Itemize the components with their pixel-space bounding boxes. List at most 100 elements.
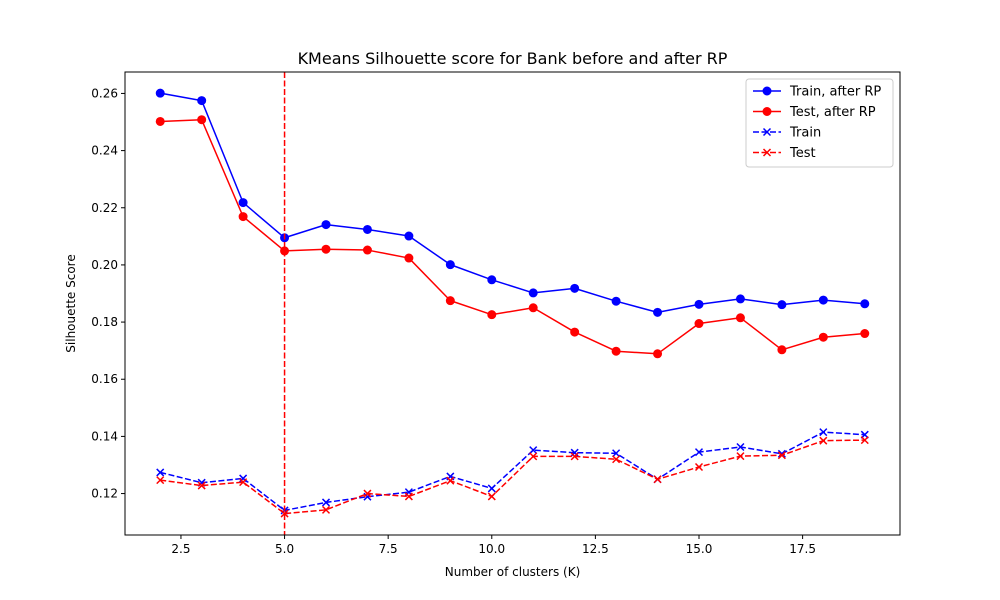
series-group [155, 72, 870, 535]
legend-label: Test [789, 146, 816, 161]
plot-frame [124, 71, 901, 536]
data-point [155, 88, 165, 98]
data-point [197, 115, 207, 125]
y-axis-label: Silhouette Score [64, 254, 78, 352]
y-tick-label: 0.24 [91, 144, 118, 158]
data-point [487, 275, 497, 285]
x-marker-stroke [694, 462, 704, 472]
data-point [238, 198, 248, 208]
x-marker-stroke [762, 127, 772, 137]
legend-box [745, 78, 894, 168]
data-point [612, 449, 621, 458]
data-point [819, 428, 828, 437]
series-line [160, 439, 865, 515]
x-tick-label: 7.5 [379, 542, 398, 556]
x-marker-stroke [819, 436, 828, 445]
data-point [777, 449, 786, 458]
data-point [777, 451, 786, 460]
series-line [160, 92, 865, 314]
data-point [404, 231, 414, 241]
data-point [363, 489, 372, 498]
data-point [818, 332, 828, 342]
x-marker-stroke [487, 492, 496, 501]
chart-title: KMeans Silhouette score for Bank before … [298, 49, 728, 68]
x-marker-stroke [156, 468, 165, 477]
x-axis-label: Number of clusters (K) [445, 565, 581, 579]
data-point [528, 288, 538, 298]
data-point [529, 452, 538, 461]
x-marker-stroke [280, 509, 289, 518]
series-test [156, 436, 869, 518]
x-marker-stroke [487, 484, 496, 493]
data-point [694, 299, 704, 309]
axis-ticks: 2.5 5.0 7.5 10.0 12.5 15.0 17.5 0.12 0.14 0.16 0.1… [91, 86, 816, 556]
data-point [321, 220, 331, 230]
legend-item: Train [753, 126, 821, 141]
data-point [404, 492, 413, 501]
data-point [860, 299, 870, 309]
x-marker-stroke [777, 451, 786, 460]
legend-label: Train, after RP [789, 85, 881, 100]
data-point [487, 484, 496, 493]
series-test-after-rp [155, 115, 870, 359]
data-point [528, 303, 538, 313]
x-tick-label: 5.0 [275, 542, 294, 556]
data-point [694, 319, 704, 329]
data-point [736, 442, 745, 452]
data-point [156, 468, 165, 477]
x-marker-stroke [653, 475, 662, 484]
data-point [404, 253, 414, 263]
data-point [321, 505, 331, 514]
series-train-after-rp [155, 88, 870, 317]
data-point [653, 307, 663, 317]
data-point [653, 475, 662, 484]
data-point [611, 346, 621, 356]
x-marker-stroke [860, 436, 869, 445]
x-marker-stroke [197, 481, 206, 490]
series-line [160, 431, 865, 512]
data-point [487, 492, 496, 501]
data-point [653, 349, 663, 359]
data-point [735, 294, 745, 304]
x-marker-stroke [777, 449, 786, 458]
y-tick-label: 0.16 [91, 372, 118, 386]
data-point [694, 448, 704, 457]
y-tick-label: 0.26 [91, 86, 118, 100]
x-marker-stroke [736, 442, 745, 452]
data-point [735, 313, 745, 323]
x-marker-stroke [363, 489, 372, 498]
x-marker-stroke [694, 448, 704, 457]
x-tick-label: 10.0 [478, 542, 505, 556]
data-point [446, 476, 455, 485]
x-marker-stroke [762, 148, 772, 157]
data-point [570, 327, 580, 337]
x-marker-stroke [612, 455, 621, 464]
data-point [736, 452, 745, 461]
legend-marker [762, 148, 772, 157]
x-tick-label: 12.5 [582, 542, 609, 556]
y-tick-label: 0.12 [91, 487, 118, 501]
x-tick-label: 2.5 [171, 542, 190, 556]
x-marker-stroke [612, 449, 621, 458]
data-point [694, 462, 704, 472]
legend-item: Train, after RP [753, 85, 881, 100]
x-marker-stroke [239, 478, 248, 487]
data-point [819, 436, 828, 445]
data-point [362, 224, 372, 234]
data-point [362, 245, 372, 255]
data-point [156, 476, 165, 485]
x-tick-label: 17.5 [789, 542, 816, 556]
data-point [321, 244, 331, 254]
y-tick-label: 0.22 [91, 201, 118, 215]
x-marker-stroke [446, 476, 455, 485]
legend-marker [762, 86, 772, 96]
data-point [197, 96, 207, 106]
x-marker-stroke [570, 452, 579, 461]
data-point [321, 498, 331, 507]
data-point [818, 295, 828, 305]
data-point [570, 452, 579, 461]
legend-label: Train [789, 126, 821, 141]
x-marker-stroke [156, 476, 165, 485]
data-point [445, 260, 455, 270]
